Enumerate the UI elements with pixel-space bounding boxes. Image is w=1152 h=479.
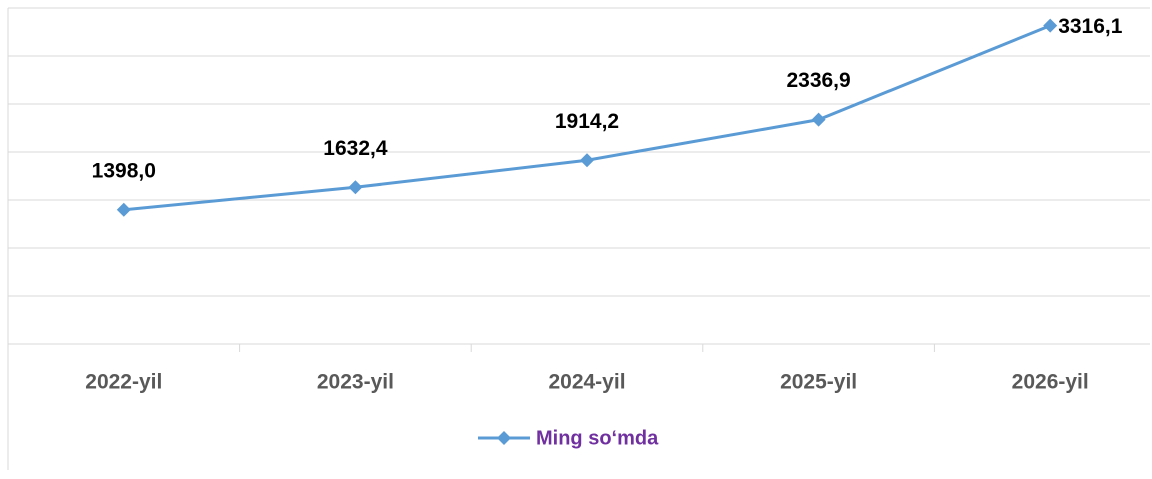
marker bbox=[116, 202, 131, 217]
x-tick-label: 2022-yil bbox=[85, 371, 162, 394]
data-label: 1632,4 bbox=[323, 137, 388, 160]
marker bbox=[1043, 18, 1058, 33]
marker bbox=[811, 112, 826, 127]
x-tick-label: 2024-yil bbox=[548, 371, 625, 394]
x-tick-label: 2025-yil bbox=[780, 371, 857, 394]
data-label: 3316,1 bbox=[1058, 15, 1123, 38]
data-label: 1398,0 bbox=[92, 159, 156, 182]
marker bbox=[348, 180, 363, 195]
x-tick-label: 2026-yil bbox=[1012, 371, 1089, 394]
legend-label: Ming so‘mda bbox=[536, 427, 659, 449]
x-tick-label: 2023-yil bbox=[317, 371, 394, 394]
marker bbox=[580, 153, 594, 168]
data-label: 1914,2 bbox=[555, 110, 619, 133]
data-label: 2336,9 bbox=[786, 69, 850, 92]
marker bbox=[497, 431, 511, 445]
